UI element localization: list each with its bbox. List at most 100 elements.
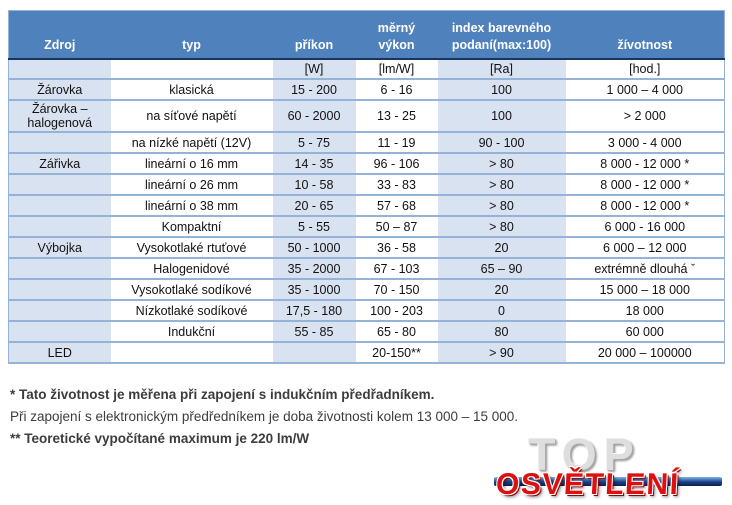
table-row: Žárovka – halogenová na síťové napětí 60 -… bbox=[8, 100, 725, 133]
table-row: lineární o 38 mm 20 - 65 57 - 68 > 80 8 000 … bbox=[8, 195, 725, 217]
table-cell bbox=[8, 321, 111, 343]
table-cell: 35 - 2000 bbox=[272, 258, 356, 280]
table-cell: 65 - 80 bbox=[355, 321, 438, 343]
table-cell: LED bbox=[8, 342, 111, 364]
table-cell: 20-150** bbox=[355, 342, 438, 364]
footnotes-block: * Tato životnost je měřena při zapojení … bbox=[10, 384, 730, 450]
table-cell bbox=[272, 342, 356, 364]
table-cell: > 80 bbox=[437, 195, 566, 217]
table-cell: 60 - 2000 bbox=[272, 100, 356, 133]
table-cell: > 80 bbox=[437, 174, 566, 196]
table-cell: 8 000 - 12 000 * bbox=[565, 195, 725, 217]
light-sources-table: Zdroj typ příkon měrný výkon index barevného… bbox=[8, 10, 725, 364]
table-cell: 0 bbox=[437, 300, 566, 322]
table-cell: 20 bbox=[437, 279, 566, 301]
table-cell bbox=[8, 216, 111, 238]
column-unit: [Ra] bbox=[437, 59, 566, 80]
table-cell: 14 - 35 bbox=[272, 153, 356, 175]
table-cell bbox=[110, 342, 273, 364]
table-cell: 6 000 - 16 000 bbox=[565, 216, 725, 238]
table-cell: Žárovka – halogenová bbox=[8, 100, 111, 133]
table-header-row: Zdroj typ příkon měrný výkon index barevného… bbox=[8, 10, 725, 60]
logo-blue-bar-shape bbox=[494, 477, 722, 486]
table-cell: 57 - 68 bbox=[355, 195, 438, 217]
table-cell: 15 - 200 bbox=[272, 79, 356, 101]
top-osvetleni-logo: TOP OSVĚTLENÍ bbox=[490, 432, 732, 504]
table-cell: Indukční bbox=[110, 321, 273, 343]
table-cell: 67 - 103 bbox=[355, 258, 438, 280]
table-row: Výbojka Vysokotlaké rtuťové 50 - 1000 36 - … bbox=[8, 237, 725, 259]
table-cell: 5 - 55 bbox=[272, 216, 356, 238]
table-cell: Žárovka bbox=[8, 79, 111, 101]
table-cell: 6 000 – 12 000 bbox=[565, 237, 725, 259]
footnote-line: ** Teoretické vypočítané maximum je 220 … bbox=[10, 431, 310, 446]
table-row: Zářivka lineární o 16 mm 14 - 35 96 - 106 > … bbox=[8, 153, 725, 175]
table-cell bbox=[8, 300, 111, 322]
table-cell: Vysokotlaké sodíkové bbox=[110, 279, 273, 301]
table-cell bbox=[8, 258, 111, 280]
table-cell: 13 - 25 bbox=[355, 100, 438, 133]
table-cell: 70 - 150 bbox=[355, 279, 438, 301]
table-cell: 80 bbox=[437, 321, 566, 343]
table-cell: 8 000 - 12 000 * bbox=[565, 174, 725, 196]
table-cell bbox=[8, 195, 111, 217]
table-cell: lineární o 38 mm bbox=[110, 195, 273, 217]
table-cell: > 2 000 bbox=[565, 100, 725, 133]
column-unit: [lm/W] bbox=[355, 59, 438, 80]
logo-top-text: TOP bbox=[528, 429, 641, 480]
table-cell bbox=[8, 279, 111, 301]
table-cell: 3 000 - 4 000 bbox=[565, 132, 725, 154]
table-cell: 100 - 203 bbox=[355, 300, 438, 322]
table-cell bbox=[8, 132, 111, 154]
table-cell: > 80 bbox=[437, 216, 566, 238]
table-cell: klasická bbox=[110, 79, 273, 101]
footnote-line: Při zapojení s elektronickým předředníke… bbox=[10, 409, 519, 424]
table-cell: Halogenidové bbox=[110, 258, 273, 280]
table-cell: 10 - 58 bbox=[272, 174, 356, 196]
table-row: LED 20-150** > 90 20 000 – 100000 bbox=[8, 342, 725, 364]
column-header: typ bbox=[110, 10, 273, 60]
table-cell: 55 - 85 bbox=[272, 321, 356, 343]
table-cell: 20 000 – 100000 bbox=[565, 342, 725, 364]
column-unit: [W] bbox=[272, 59, 356, 80]
table-cell: lineární o 26 mm bbox=[110, 174, 273, 196]
table-cell: na nízké napětí (12V) bbox=[110, 132, 273, 154]
table-cell: 90 - 100 bbox=[437, 132, 566, 154]
column-header: index barevného podaní(max:100) bbox=[437, 10, 566, 60]
table-cell: 100 bbox=[437, 79, 566, 101]
table-row: Indukční 55 - 85 65 - 80 80 60 000 bbox=[8, 321, 725, 343]
table-cell: 20 bbox=[437, 237, 566, 259]
table-cell: Zářivka bbox=[8, 153, 111, 175]
table-body: Žárovka klasická 15 - 200 6 - 16 100 1 000 – … bbox=[8, 79, 725, 364]
table-row: lineární o 26 mm 10 - 58 33 - 83 > 80 8 000 … bbox=[8, 174, 725, 196]
table-row: Žárovka klasická 15 - 200 6 - 16 100 1 000 – … bbox=[8, 79, 725, 101]
table-cell: 1 000 – 4 000 bbox=[565, 79, 725, 101]
table-cell: na síťové napětí bbox=[110, 100, 273, 133]
table-cell: 18 000 bbox=[565, 300, 725, 322]
table-cell: 11 - 19 bbox=[355, 132, 438, 154]
table-cell: 60 000 bbox=[565, 321, 725, 343]
table-cell: 15 000 – 18 000 bbox=[565, 279, 725, 301]
column-unit bbox=[110, 59, 273, 80]
column-header: žívotnost bbox=[565, 10, 725, 60]
table-cell: 100 bbox=[437, 100, 566, 133]
table-cell: 65 – 90 bbox=[437, 258, 566, 280]
table-cell: 20 - 65 bbox=[272, 195, 356, 217]
column-header: měrný výkon bbox=[355, 10, 438, 60]
table-cell: Výbojka bbox=[8, 237, 111, 259]
table-cell: 36 - 58 bbox=[355, 237, 438, 259]
table-row: Vysokotlaké sodíkové 35 - 1000 70 - 150 20 1… bbox=[8, 279, 725, 301]
table-cell: 33 - 83 bbox=[355, 174, 438, 196]
table-cell: Kompaktní bbox=[110, 216, 273, 238]
table-row: Kompaktní 5 - 55 50 – 87 > 80 6 000 - 16 000 bbox=[8, 216, 725, 238]
table-cell: 50 - 1000 bbox=[272, 237, 356, 259]
table-cell: 8 000 - 12 000 * bbox=[565, 153, 725, 175]
column-unit: [hod.] bbox=[565, 59, 725, 80]
table-row: Halogenidové 35 - 2000 67 - 103 65 – 90 extr… bbox=[8, 258, 725, 280]
table-cell: > 80 bbox=[437, 153, 566, 175]
logo-osvetleni-text: OSVĚTLENÍ bbox=[495, 468, 681, 501]
table-cell: 6 - 16 bbox=[355, 79, 438, 101]
table-cell: 50 – 87 bbox=[355, 216, 438, 238]
table-cell: extrémně dlouhá ˇ bbox=[565, 258, 725, 280]
